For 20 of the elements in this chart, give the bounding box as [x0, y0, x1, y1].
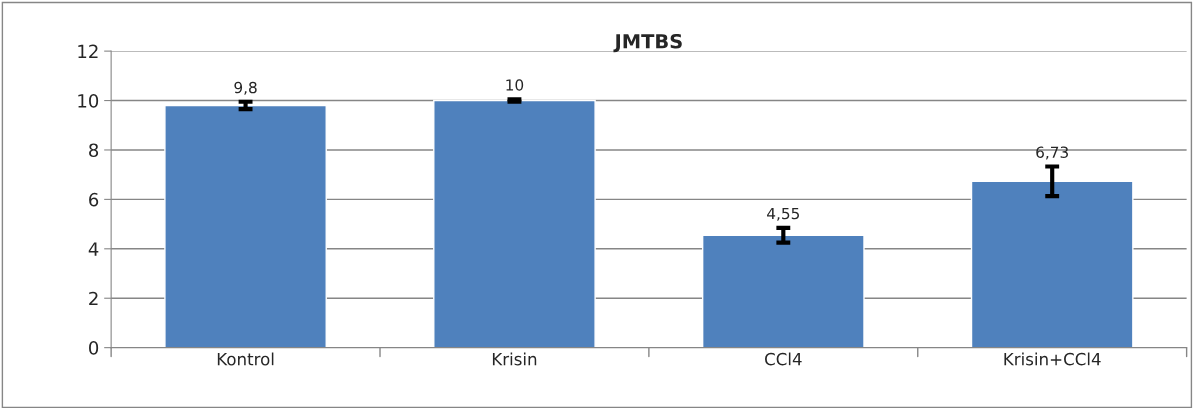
bar: [433, 99, 596, 348]
y-tick-label: 12: [78, 44, 98, 58]
data-label: 6,73: [1036, 146, 1068, 160]
x-tick-label: Krisin+CCl4: [1004, 352, 1101, 366]
x-tick-label: Kontrol: [217, 352, 274, 366]
bar: [701, 234, 865, 348]
y-tick-label: 4: [88, 242, 99, 256]
data-label: 9,8: [234, 81, 257, 95]
chart-title: JMTBS: [613, 33, 682, 53]
x-tick-label: Krisin: [492, 352, 537, 366]
x-tick-label: CCl4: [765, 352, 802, 366]
bar: [164, 104, 327, 348]
y-tick-label: 0: [89, 341, 99, 355]
bar: [970, 180, 1134, 348]
y-tick-label: 8: [89, 143, 99, 158]
y-tick-label: 6: [89, 192, 99, 207]
data-label: 4,55: [767, 207, 799, 221]
data-label: 10: [506, 79, 524, 91]
y-tick-label: 10: [78, 94, 99, 108]
y-tick-label: 2: [89, 291, 98, 306]
